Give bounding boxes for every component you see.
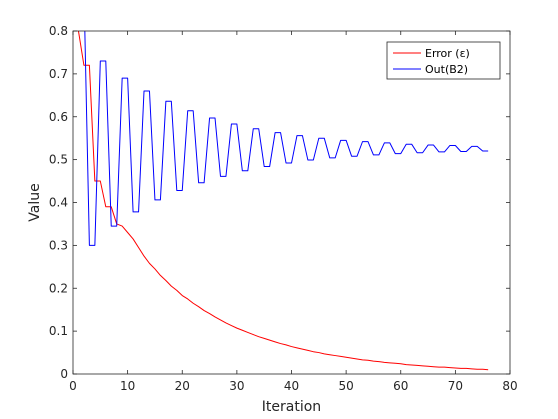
x-tick-label: 70 bbox=[448, 379, 463, 393]
y-tick-label: 0.2 bbox=[49, 281, 68, 295]
y-tick-label: 0.3 bbox=[49, 238, 68, 252]
legend-box bbox=[386, 41, 501, 80]
y-tick-label: 0.6 bbox=[49, 110, 68, 124]
y-tick-label: 0 bbox=[60, 367, 68, 381]
x-tick-label: 10 bbox=[120, 379, 135, 393]
series-line-out-b2 bbox=[78, 31, 489, 246]
legend-label-out-b2: Out(B2) bbox=[425, 63, 468, 76]
x-tick-label: 0 bbox=[69, 379, 77, 393]
y-tick-label: 0.7 bbox=[49, 67, 68, 81]
series-line-error bbox=[77, 31, 489, 371]
y-tick-label: 0.8 bbox=[49, 24, 68, 38]
x-tick-label: 30 bbox=[229, 379, 244, 393]
ticks-layer: 0 10 20 30 40 50 60 70 80 0 0.1 0.2 0.3 0.4 0.5 0.6 0.7 0… bbox=[49, 24, 518, 393]
y-axis-label: Value bbox=[27, 183, 43, 221]
y-tick-label: 0.1 bbox=[49, 324, 68, 338]
y-tick-label: 0.4 bbox=[49, 196, 68, 210]
legend-label-error: Error (ε) bbox=[425, 47, 470, 60]
x-tick-label: 40 bbox=[284, 379, 299, 393]
legend: Error (ε) Out(B2) bbox=[386, 41, 501, 80]
series-layer bbox=[77, 31, 489, 371]
y-tick-label: 0.5 bbox=[49, 153, 68, 167]
x-tick-label: 80 bbox=[502, 379, 517, 393]
plot-area bbox=[73, 31, 510, 374]
x-axis-label: Iteration bbox=[262, 399, 321, 415]
x-tick-label: 20 bbox=[175, 379, 190, 393]
x-tick-label: 50 bbox=[338, 379, 353, 393]
x-tick-label: 60 bbox=[393, 379, 408, 393]
